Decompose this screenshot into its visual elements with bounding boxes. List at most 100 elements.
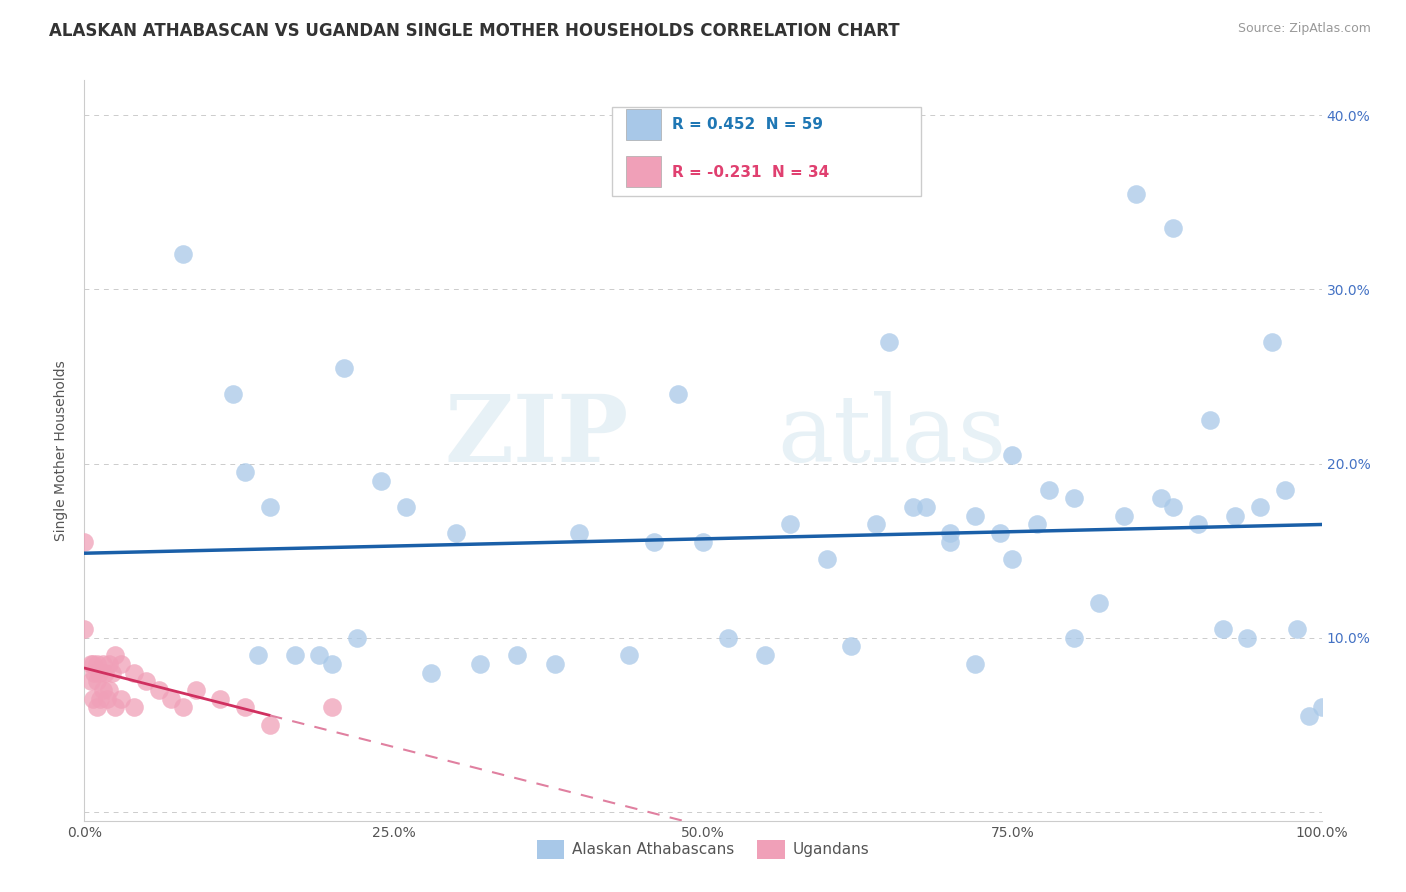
Point [965,508,987,523]
Point [83,665,105,680]
Point [73,622,96,636]
Point [1112,508,1135,523]
Point [1261,334,1284,349]
Point [122,665,145,680]
Text: ALASKAN ATHABASCAN VS UGANDAN SINGLE MOTHER HOUSEHOLDS CORRELATION CHART: ALASKAN ATHABASCAN VS UGANDAN SINGLE MOT… [49,22,900,40]
Point [543,657,565,671]
Point [73,535,96,549]
Point [1063,631,1085,645]
Point [233,700,256,714]
Point [1125,186,1147,201]
Point [98,657,121,671]
Point [965,657,987,671]
Text: ZIP: ZIP [444,391,628,481]
Point [643,535,665,549]
Text: R = -0.231  N = 34: R = -0.231 N = 34 [672,165,830,179]
Point [666,387,689,401]
Point [419,665,441,680]
Point [91,657,114,671]
Point [1001,552,1024,566]
Point [259,500,281,514]
Point [877,334,900,349]
Point [1001,448,1024,462]
Text: atlas: atlas [778,391,1007,481]
Point [104,700,127,714]
Point [233,465,256,479]
Point [321,657,343,671]
Point [246,648,269,662]
Point [395,500,418,514]
Point [333,360,356,375]
Point [717,631,740,645]
Point [1150,491,1173,506]
Point [1298,709,1320,723]
Point [98,683,121,698]
Point [1285,622,1308,636]
Point [110,691,132,706]
Point [1063,491,1085,506]
Point [988,526,1011,541]
Point [1161,221,1184,235]
Point [94,665,117,680]
Point [1212,622,1234,636]
Point [89,665,111,680]
Point [346,631,368,645]
Point [79,657,101,671]
Point [444,526,467,541]
Text: Source: ZipAtlas.com: Source: ZipAtlas.com [1237,22,1371,36]
Point [184,683,207,698]
Point [939,535,962,549]
Point [903,500,925,514]
Point [865,517,887,532]
Point [104,648,127,662]
Point [284,648,307,662]
Point [841,640,863,654]
Point [1223,508,1246,523]
Point [91,683,114,698]
Point [1038,483,1060,497]
Point [82,657,104,671]
Point [1236,631,1258,645]
Point [506,648,529,662]
Point [79,674,101,689]
Point [89,691,111,706]
Point [1199,413,1222,427]
Text: R = 0.452  N = 59: R = 0.452 N = 59 [672,118,823,132]
Point [222,387,245,401]
Point [122,700,145,714]
Point [1187,517,1209,532]
Point [1088,596,1111,610]
Point [100,665,122,680]
Point [939,526,962,541]
Point [370,474,392,488]
Point [148,683,170,698]
Y-axis label: Single Mother Households: Single Mother Households [55,360,69,541]
Point [754,648,776,662]
Point [96,691,118,706]
Point [815,552,838,566]
Point [1274,483,1296,497]
Point [86,674,108,689]
Point [86,657,108,671]
Point [308,648,330,662]
Point [617,648,640,662]
Point [568,526,591,541]
Point [914,500,936,514]
Point [1249,500,1271,514]
Point [470,657,492,671]
Point [110,657,132,671]
Point [160,691,183,706]
Point [209,691,232,706]
Point [82,691,104,706]
Point [86,700,108,714]
Legend: Alaskan Athabascans, Ugandans: Alaskan Athabascans, Ugandans [531,834,875,865]
Point [321,700,343,714]
Point [1026,517,1049,532]
Point [259,718,281,732]
Point [135,674,157,689]
Point [172,247,194,261]
Point [1161,500,1184,514]
Point [172,700,194,714]
Point [1310,700,1333,714]
Point [692,535,714,549]
